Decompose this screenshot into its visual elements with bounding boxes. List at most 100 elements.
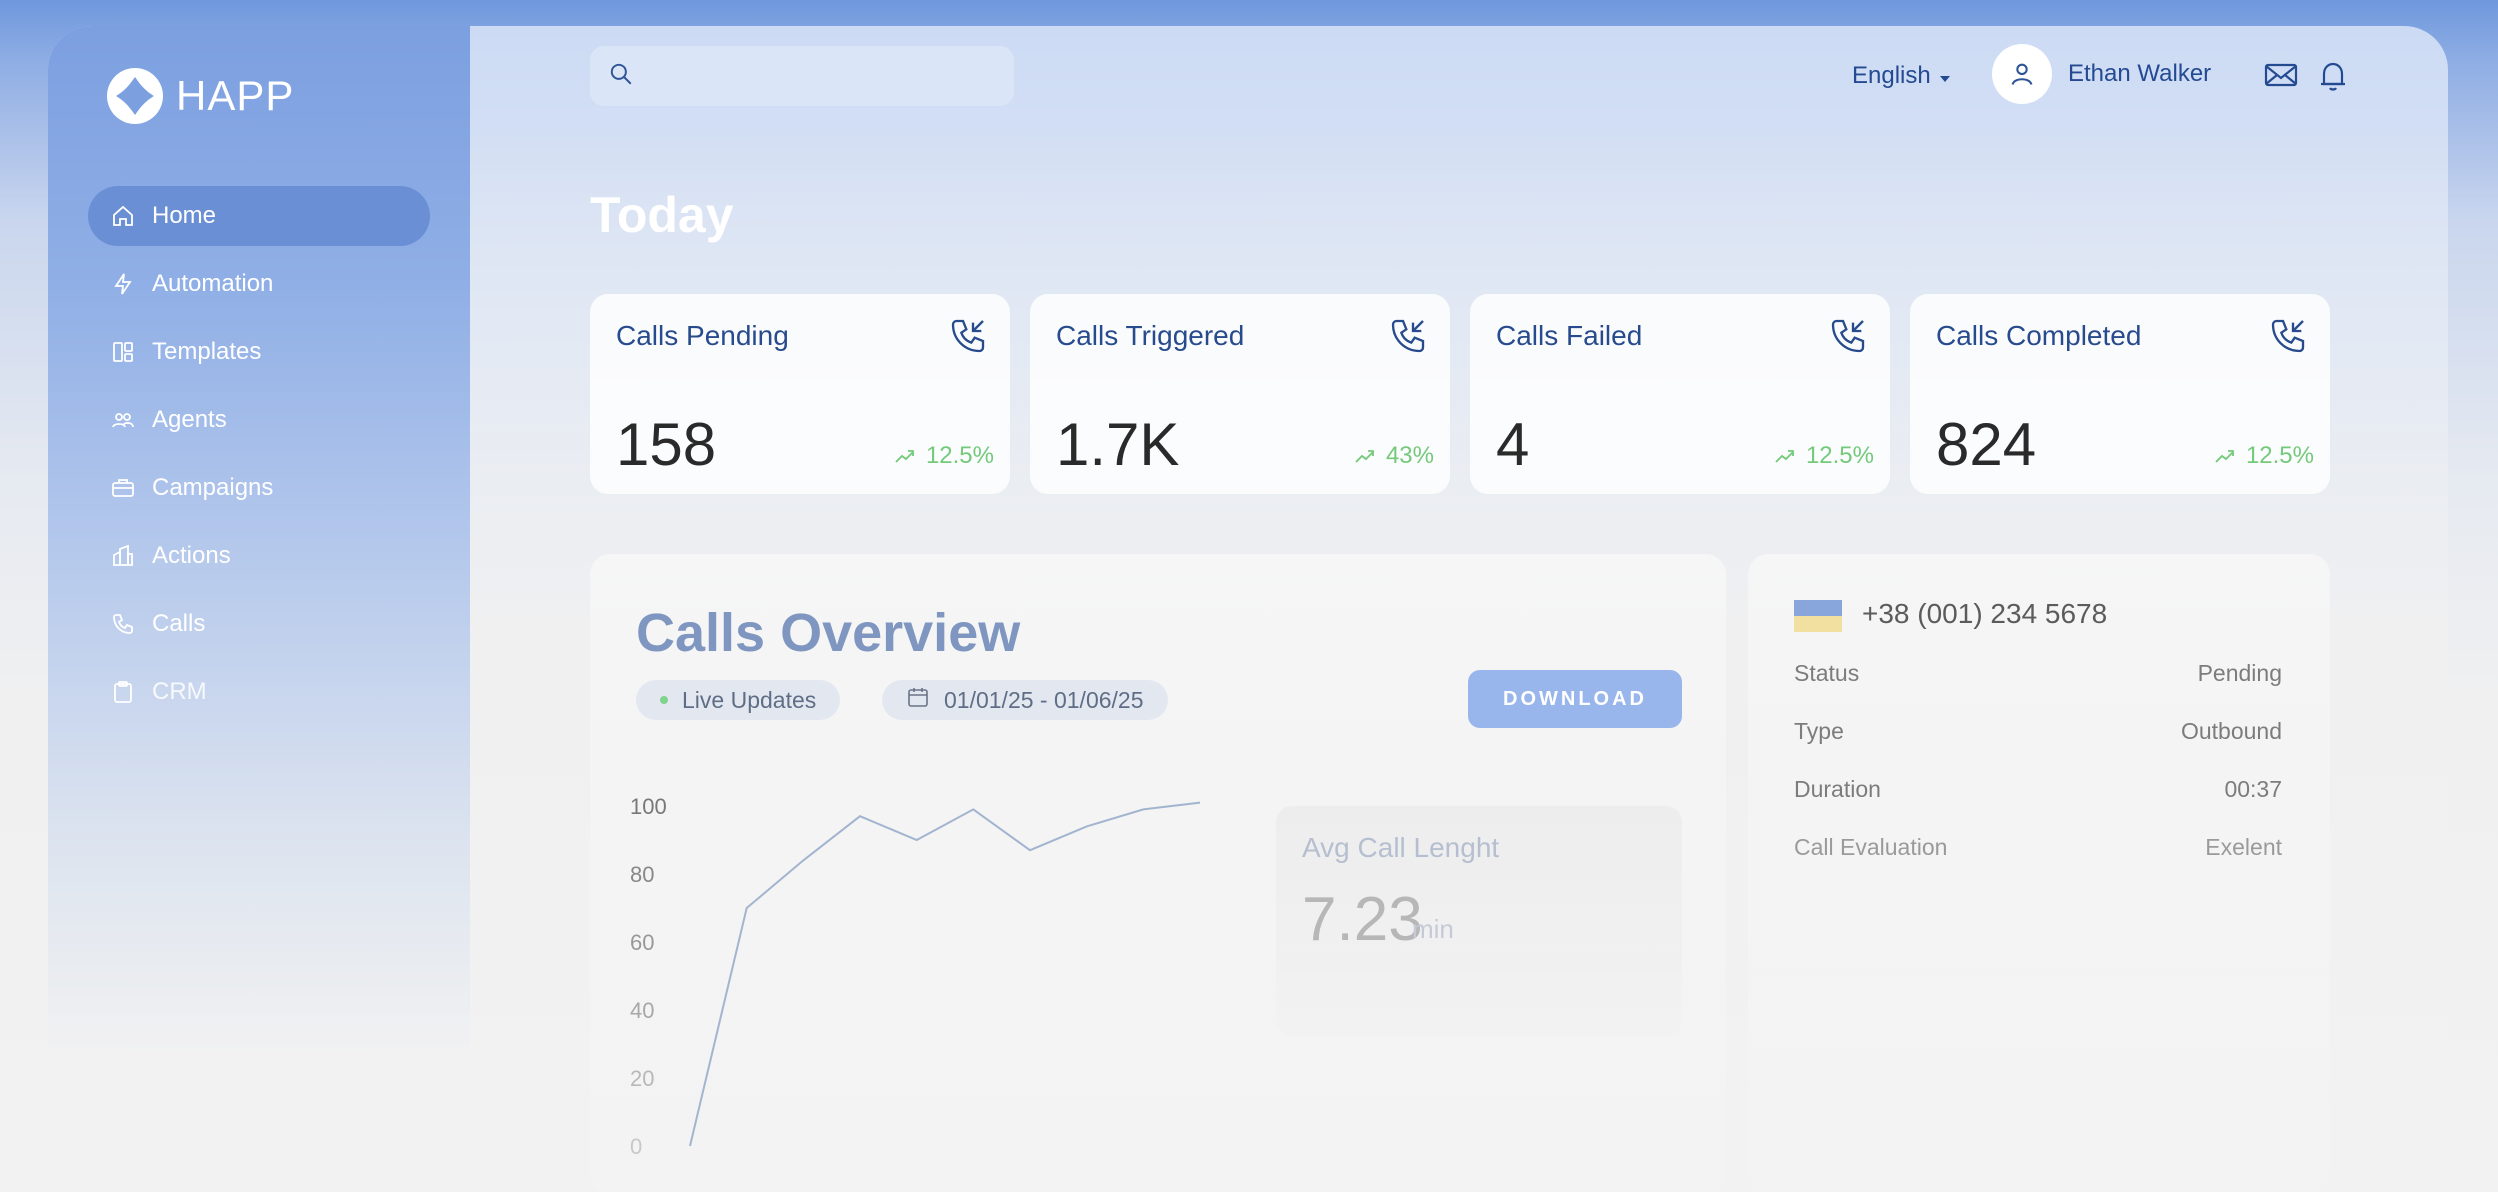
phone-icon (110, 611, 136, 637)
sidebar-item-label: CRM (152, 678, 207, 705)
topbar: English Ethan Walker (470, 26, 2448, 126)
detail-value: Exelent (2205, 834, 2282, 860)
date-range-picker[interactable]: 01/01/25 - 01/06/25 (882, 680, 1168, 720)
stat-value: 158 (616, 411, 717, 478)
detail-value: Outbound (2180, 718, 2282, 744)
calls-overview-panel: Calls Overview Live Updates 01/01/25 - 0… (590, 554, 1726, 1192)
stat-title: Calls Completed (1936, 320, 2142, 351)
avg-call-length-card: Avg Call Lenght 7.23 min (1276, 806, 1682, 1036)
stat-trend: 43% (1354, 442, 1434, 470)
trend-up-icon (2215, 450, 2234, 463)
sidebar-item-label: Agents (152, 406, 227, 433)
detail-value: Pending (2197, 660, 2282, 686)
detail-row: Call Evaluation Exelent (1794, 834, 2282, 861)
detail-row: Duration 00:37 (1794, 776, 2282, 803)
calls-line-chart: 0 20 40 60 80 100 (630, 794, 1201, 1159)
detail-row: Status Pending (1794, 660, 2282, 687)
stat-trend-value: 12.5% (2245, 442, 2314, 469)
stat-card[interactable]: Calls Triggered 1.7K 43% (1030, 294, 1450, 494)
stat-trend: 12.5% (894, 442, 994, 470)
caret-down-icon (1939, 62, 1951, 90)
templates-icon (110, 339, 136, 365)
detail-label: Type (1794, 718, 1844, 744)
sidebar: HAPP Home Automation Templates (48, 26, 470, 1192)
stat-value: 4 (1496, 411, 1530, 478)
live-dot-icon (660, 696, 668, 704)
language-label: English (1852, 62, 1931, 89)
user-icon (2011, 63, 2033, 85)
stat-value: 824 (1936, 411, 2037, 478)
building-icon (110, 543, 136, 569)
sidebar-item-crm[interactable]: CRM (88, 662, 430, 722)
sidebar-item-templates[interactable]: Templates (88, 322, 430, 382)
call-detail-panel: +38 (001) 234 5678 Status Pending Type O… (1748, 554, 2330, 1192)
sidebar-item-campaigns[interactable]: Campaigns (88, 458, 430, 518)
sidebar-nav: Home Automation Templates Agents (88, 186, 430, 730)
logo-icon (107, 68, 163, 124)
app-window: HAPP Home Automation Templates (48, 26, 2448, 1192)
stat-card[interactable]: Calls Completed 824 12.5% (1910, 294, 2330, 494)
y-tick-label: 100 (630, 794, 667, 819)
flag-icon (1794, 600, 1842, 632)
live-updates-label: Live Updates (682, 686, 817, 713)
incoming-call-icon (1388, 316, 1428, 361)
y-tick-label: 80 (630, 862, 654, 887)
logo[interactable]: HAPP (106, 66, 294, 126)
phone-number: +38 (001) 234 5678 (1862, 598, 2108, 629)
user-menu[interactable]: Ethan Walker (1992, 44, 2211, 104)
incoming-call-icon (1828, 316, 1868, 361)
stat-trend-value: 12.5% (1805, 442, 1874, 469)
trend-up-icon (895, 450, 914, 463)
series-line (689, 801, 1201, 1147)
mail-icon[interactable] (2264, 60, 2298, 97)
sidebar-item-automation[interactable]: Automation (88, 254, 430, 314)
stat-trend-value: 43% (1385, 442, 1434, 469)
app-name: HAPP (176, 72, 295, 119)
clipboard-icon (110, 679, 136, 705)
y-tick-label: 40 (630, 998, 654, 1023)
stat-trend: 12.5% (1774, 442, 1874, 470)
avg-call-length-label: Avg Call Lenght (1302, 832, 1500, 863)
stat-title: Calls Failed (1496, 320, 1643, 351)
home-icon (110, 203, 136, 229)
download-button[interactable]: DOWNLOAD (1468, 670, 1682, 728)
search-input[interactable] (648, 63, 988, 89)
detail-label: Call Evaluation (1794, 834, 1948, 860)
incoming-call-icon (948, 316, 988, 361)
stat-trend-value: 12.5% (925, 442, 994, 469)
sidebar-item-label: Campaigns (152, 474, 274, 501)
language-selector[interactable]: English (1852, 62, 1951, 90)
y-tick-label: 0 (630, 1134, 642, 1159)
sidebar-item-agents[interactable]: Agents (88, 390, 430, 450)
detail-row: Type Outbound (1794, 718, 2282, 745)
live-updates-chip[interactable]: Live Updates (636, 680, 841, 720)
bell-icon[interactable] (2318, 60, 2348, 97)
incoming-call-icon (2268, 316, 2308, 361)
avg-call-length-value: 7.23 (1302, 885, 1423, 954)
sidebar-item-home[interactable]: Home (88, 186, 430, 246)
detail-value: 00:37 (2224, 776, 2282, 802)
stat-title: Calls Pending (616, 320, 789, 351)
overview-title: Calls Overview (636, 603, 1021, 663)
detail-label: Status (1794, 660, 1860, 686)
search-box[interactable] (590, 46, 1014, 106)
user-name: Ethan Walker (2068, 60, 2212, 87)
topbar-actions (2264, 60, 2348, 97)
detail-label: Duration (1794, 776, 1881, 802)
stat-value: 1.7K (1056, 411, 1180, 478)
bolt-icon (110, 271, 136, 297)
stat-card[interactable]: Calls Pending 158 12.5% (590, 294, 1010, 494)
avatar[interactable] (1992, 44, 2052, 104)
y-tick-label: 20 (630, 1066, 654, 1091)
sidebar-item-label: Home (152, 202, 217, 229)
avg-call-length-unit: min (1412, 914, 1454, 944)
search-icon (608, 61, 634, 92)
sidebar-item-label: Calls (152, 610, 206, 637)
calendar-icon (906, 685, 930, 715)
y-tick-label: 60 (630, 930, 654, 955)
stat-card[interactable]: Calls Failed 4 12.5% (1470, 294, 1890, 494)
stats-cards: Calls Pending 158 12.5% Calls Triggered … (590, 294, 2330, 494)
stat-title: Calls Triggered (1056, 320, 1245, 351)
sidebar-item-actions[interactable]: Actions (88, 526, 430, 586)
sidebar-item-calls[interactable]: Calls (88, 594, 430, 654)
